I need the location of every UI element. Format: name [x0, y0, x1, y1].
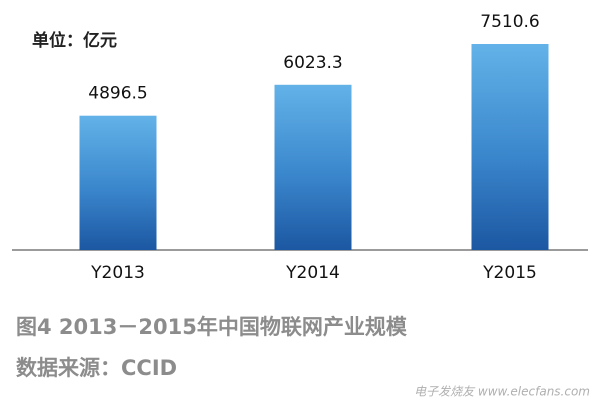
source: 数据来源：CCID	[16, 356, 177, 380]
value-label: 4896.5	[88, 84, 147, 104]
x-tick-label: Y2013	[90, 263, 145, 283]
value-label: 6023.3	[283, 53, 342, 73]
watermark: 电子发烧友 www.elecfans.com	[414, 385, 590, 399]
unit-label: 单位：亿元	[32, 30, 117, 51]
bar	[274, 84, 352, 250]
value-label: 7510.6	[480, 12, 539, 32]
bar	[471, 44, 549, 250]
caption: 图4 2013－2015年中国物联网产业规模	[16, 315, 408, 339]
x-tick-label: Y2014	[285, 263, 340, 283]
bar	[79, 115, 157, 250]
x-tick-label: Y2015	[482, 263, 537, 283]
